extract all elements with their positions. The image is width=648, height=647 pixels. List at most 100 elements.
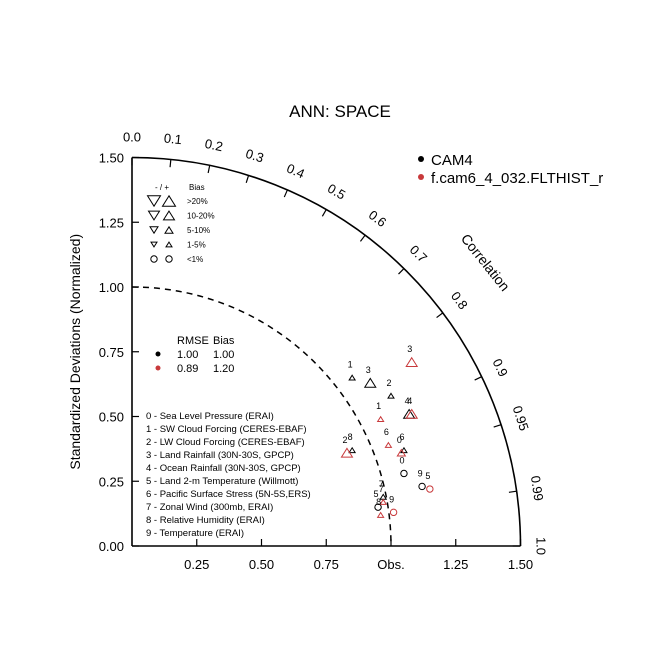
data-point-label: 8 [376, 497, 381, 507]
correlation-tick-mark [398, 268, 405, 275]
data-point-label: 8 [348, 432, 353, 442]
rmse-table-marker [155, 351, 161, 357]
data-point-label: 5 [425, 471, 430, 481]
y-axis-label: Standardized Deviations (Normalized) [67, 234, 83, 470]
correlation-tick-label: 0.6 [366, 207, 389, 230]
data-point-marker [400, 469, 408, 478]
bias-legend-symbol-plus [161, 194, 177, 207]
x-tick-label: 0.75 [314, 557, 339, 572]
bias-legend-symbol-plus [165, 255, 173, 263]
correlation-tick-label: 0.3 [244, 146, 266, 166]
data-point-marker [376, 511, 385, 518]
y-tick-label: 1.50 [99, 151, 124, 166]
x-tick-label: 1.50 [508, 557, 533, 572]
data-point-label: 6 [399, 432, 404, 442]
y-tick-label: 0.25 [99, 474, 124, 489]
variable-list-item: 2 - LW Cloud Forcing (CERES-EBAF) [146, 437, 305, 448]
data-point-label: 1 [376, 401, 381, 411]
variable-list-item: 0 - Sea Level Pressure (ERAI) [146, 411, 274, 422]
bias-legend-label: >20% [187, 197, 208, 206]
data-point-marker [348, 446, 357, 454]
bias-legend-symbol-plus [162, 210, 176, 221]
data-point-marker [384, 441, 393, 448]
reference-sd-arc [131, 286, 392, 547]
legend-marker [418, 156, 424, 162]
correlation-tick-label: 0.99 [528, 475, 546, 502]
correlation-tick-label: 0.9 [490, 356, 511, 379]
legend-marker [418, 174, 424, 180]
variable-list-item: 4 - Ocean Rainfall (30N-30S, GPCP) [146, 463, 301, 474]
correlation-tick-mark [283, 189, 288, 198]
bias-legend-label: <1% [187, 255, 203, 264]
data-point-label: 7 [379, 479, 384, 489]
data-point-marker [418, 482, 426, 491]
data-point-marker [396, 448, 407, 457]
bias-table-header: Bias [213, 335, 235, 347]
bias-legend-symbol-minus [150, 241, 158, 248]
y-tick-label: 0.00 [99, 539, 124, 554]
variable-list-item: 1 - SW Cloud Forcing (CERES-EBAF) [146, 424, 306, 435]
bias-legend-label: 5-10% [187, 226, 210, 235]
x-tick-label: 1.25 [443, 557, 468, 572]
variable-list-item: 6 - Pacific Surface Stress (5N-5S,ERS) [146, 489, 311, 500]
data-point-marker [379, 498, 388, 505]
data-point-label: 3 [366, 365, 371, 375]
data-point-label: 5 [374, 489, 379, 499]
x-tick-label: 0.25 [184, 557, 209, 572]
correlation-tick-label: 0.7 [407, 242, 430, 265]
bias-legend-label: 1-5% [187, 241, 206, 250]
correlation-tick-label: 0.0 [123, 129, 141, 144]
correlation-tick-label: 1.0 [534, 537, 549, 555]
x-tick-label: Obs. [377, 557, 404, 572]
variable-list-item: 9 - Temperature (ERAI) [146, 528, 244, 539]
correlation-tick-mark [436, 312, 444, 319]
rmse-table-header: RMSE [177, 335, 209, 347]
data-point-label: 9 [389, 494, 394, 504]
correlation-tick-mark [321, 209, 327, 217]
bias-legend-symbol-minus [146, 195, 162, 208]
bias-legend-symbol-minus [150, 255, 158, 263]
correlation-tick-mark [508, 490, 517, 493]
correlation-tick-mark [474, 376, 482, 381]
data-point-marker [426, 485, 434, 493]
data-point-label: 3 [407, 344, 412, 354]
variable-list-item: 3 - Land Rainfall (30N-30S, GPCP) [146, 450, 294, 461]
correlation-tick-label: 0.2 [203, 136, 224, 154]
correlation-tick-mark [493, 424, 502, 428]
legend-label: f.cam6_4_032.FLTHIST_r [431, 170, 603, 187]
data-point-label: 9 [418, 468, 423, 478]
data-point-label: 0 [399, 455, 404, 465]
bias-legend-symbol-minus [147, 210, 161, 221]
correlation-tick-mark [245, 175, 250, 183]
y-tick-label: 1.25 [99, 215, 124, 230]
correlation-tick-mark [169, 159, 172, 168]
y-tick-label: 0.75 [99, 345, 124, 360]
correlation-tick-mark [359, 234, 366, 242]
bias-legend-sign-header: - / + [155, 183, 169, 192]
data-point-label: 7 [379, 484, 384, 494]
data-point-label: 6 [384, 427, 389, 437]
correlation-axis-label: Correlation [458, 231, 513, 294]
correlation-tick-label: 0.8 [448, 289, 471, 312]
correlation-tick-mark [207, 165, 211, 174]
data-point-marker [405, 408, 419, 419]
data-point-marker [405, 356, 419, 368]
data-point-marker [387, 392, 395, 399]
correlation-tick-label: 0.5 [325, 181, 348, 203]
y-tick-label: 0.50 [99, 410, 124, 425]
chart-title: ANN: SPACE [289, 102, 391, 121]
data-point-label: 4 [405, 396, 410, 406]
data-point-label: 0 [397, 435, 402, 445]
axes: 0.000.250.500.751.001.251.500.25 0.50 0.75… [67, 151, 533, 573]
bias-table-value: 1.00 [213, 349, 234, 361]
correlation-tick-label: 0.1 [163, 130, 182, 147]
rmse-table-value: 1.00 [177, 349, 198, 361]
y-tick-label: 1.00 [99, 280, 124, 295]
correlation-arc [131, 156, 522, 547]
variable-list-item: 5 - Land 2-m Temperature (Willmott) [146, 476, 298, 487]
data-point-marker [348, 374, 357, 381]
variable-list-item: 8 - Relative Humidity (ERAI) [146, 515, 265, 526]
data-point-label: 1 [348, 360, 353, 370]
data-point-marker [389, 508, 398, 517]
